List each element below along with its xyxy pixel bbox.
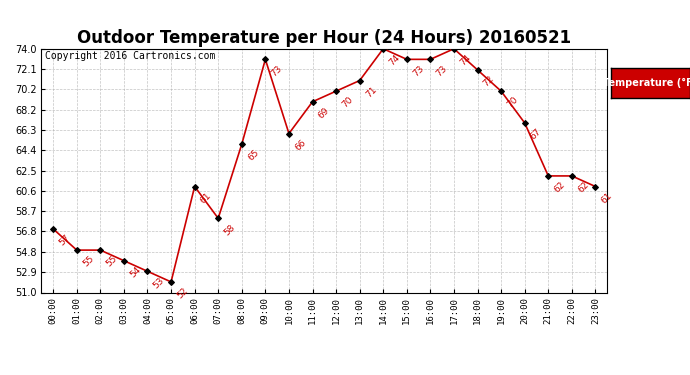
Point — [236, 141, 247, 147]
Text: 73: 73 — [411, 63, 426, 78]
Point — [402, 56, 413, 62]
Text: 74: 74 — [458, 53, 473, 68]
Point — [519, 120, 530, 126]
Point — [48, 226, 59, 232]
Point — [448, 46, 460, 52]
Text: 67: 67 — [529, 127, 543, 142]
Point — [354, 78, 365, 84]
Point — [377, 46, 388, 52]
Text: 65: 65 — [246, 148, 260, 163]
Text: 73: 73 — [435, 63, 449, 78]
Point — [590, 183, 601, 189]
Text: 62: 62 — [553, 180, 567, 195]
Point — [425, 56, 436, 62]
Text: 61: 61 — [600, 191, 614, 205]
Text: 69: 69 — [317, 106, 331, 120]
Point — [472, 67, 483, 73]
Point — [166, 279, 177, 285]
Point — [307, 99, 318, 105]
Point — [142, 268, 153, 274]
Point — [119, 258, 130, 264]
Point — [495, 88, 506, 94]
Text: Temperature (°F): Temperature (°F) — [603, 78, 690, 87]
Text: 71: 71 — [364, 85, 378, 99]
Text: 61: 61 — [199, 191, 213, 205]
Text: 53: 53 — [152, 276, 166, 290]
Point — [260, 56, 271, 62]
Text: 73: 73 — [270, 63, 284, 78]
Title: Outdoor Temperature per Hour (24 Hours) 20160521: Outdoor Temperature per Hour (24 Hours) … — [77, 29, 571, 47]
Point — [543, 173, 554, 179]
Text: 66: 66 — [293, 138, 308, 152]
Text: 62: 62 — [576, 180, 591, 195]
Text: Copyright 2016 Cartronics.com: Copyright 2016 Cartronics.com — [45, 51, 215, 61]
Point — [213, 215, 224, 221]
Text: 74: 74 — [387, 53, 402, 68]
Text: 55: 55 — [104, 254, 119, 269]
Point — [284, 130, 295, 136]
Text: 52: 52 — [175, 286, 190, 300]
Point — [331, 88, 342, 94]
Text: 58: 58 — [222, 222, 237, 237]
Text: 55: 55 — [81, 254, 95, 269]
Point — [189, 183, 200, 189]
Point — [95, 247, 106, 253]
Text: 70: 70 — [340, 95, 355, 110]
Point — [566, 173, 578, 179]
Text: 72: 72 — [482, 74, 496, 88]
Text: 70: 70 — [505, 95, 520, 110]
Text: 57: 57 — [57, 233, 72, 248]
Text: 54: 54 — [128, 265, 143, 279]
Point — [71, 247, 82, 253]
